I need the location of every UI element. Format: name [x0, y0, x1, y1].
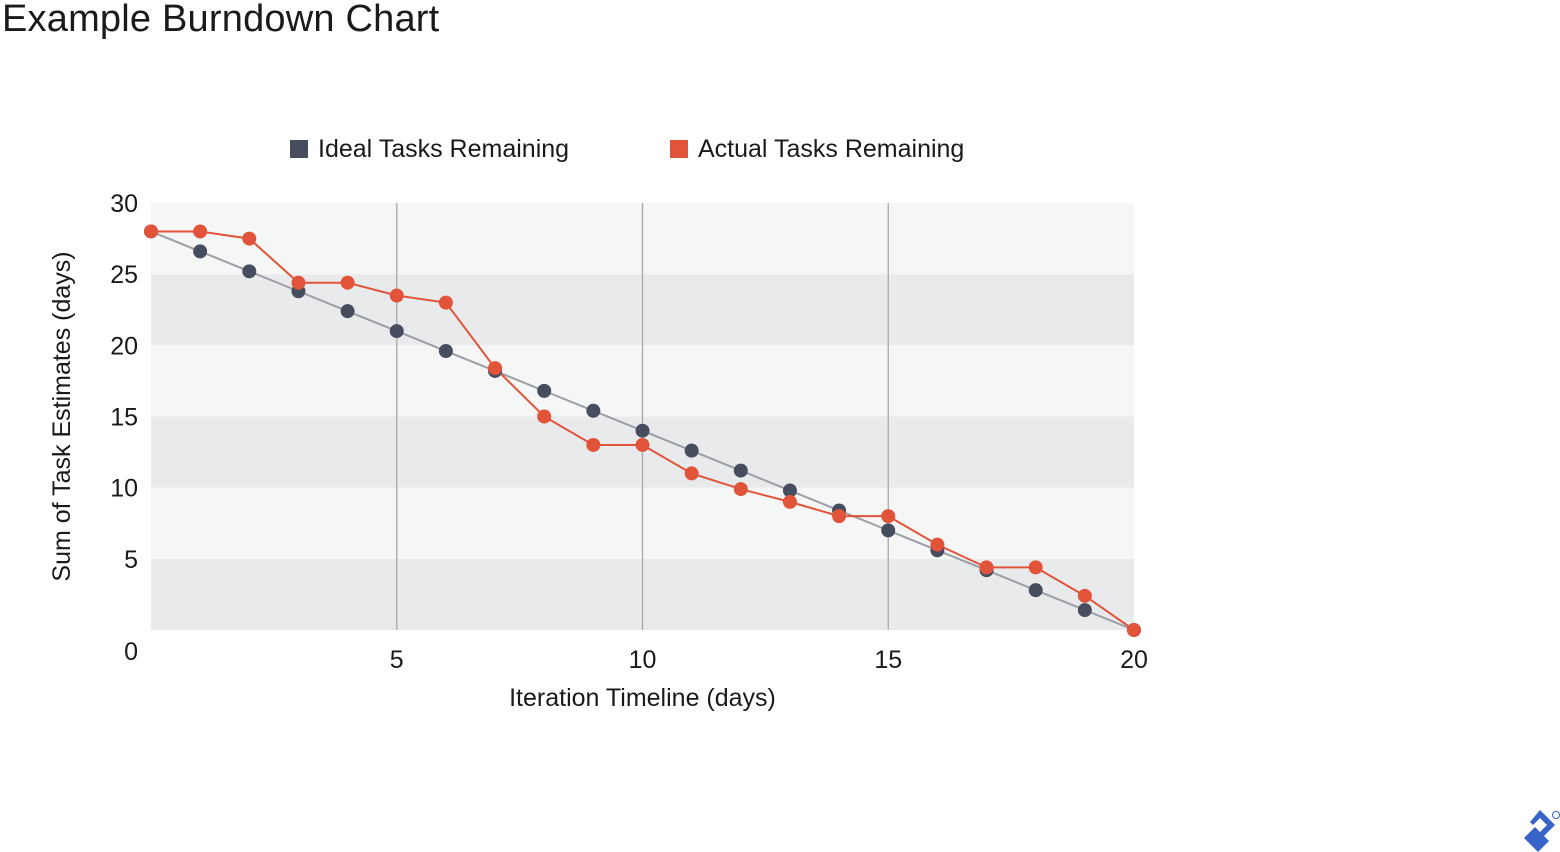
x-axis-label: Iteration Timeline (days) — [509, 684, 776, 712]
series-1-point-2 — [242, 231, 257, 246]
series-0-point-2 — [242, 264, 257, 279]
series-1-point-3 — [291, 275, 306, 290]
legend-label-actual: Actual Tasks Remaining — [698, 135, 964, 163]
y-tick-label-5: 5 — [124, 546, 138, 574]
series-1-point-0 — [144, 224, 158, 239]
y-tick-label-15: 15 — [110, 404, 138, 432]
series-1-point-20 — [1127, 623, 1141, 637]
series-0-point-9 — [586, 403, 601, 418]
series-0-point-4 — [340, 304, 355, 319]
series-1-point-16 — [930, 537, 945, 552]
series-0-point-11 — [684, 443, 699, 458]
series-1-point-9 — [586, 437, 601, 452]
series-0-point-10 — [635, 423, 650, 438]
series-1-point-5 — [389, 288, 404, 303]
y-tick-label-0: 0 — [124, 638, 138, 666]
y-tick-label-25: 25 — [110, 261, 138, 289]
series-0-point-19 — [1077, 603, 1092, 618]
x-tick-label-15: 15 — [874, 646, 902, 674]
series-0-point-5 — [389, 324, 404, 339]
chart-title: Example Burndown Chart — [2, 0, 440, 40]
y-tick-label-20: 20 — [110, 332, 138, 360]
legend-swatch-actual — [670, 140, 688, 158]
series-1-point-19 — [1077, 588, 1092, 603]
series-0-point-12 — [733, 463, 748, 478]
series-1-point-7 — [488, 361, 503, 376]
y-tick-label-10: 10 — [110, 475, 138, 503]
series-points — [144, 224, 1141, 637]
vertical-gridlines — [396, 203, 889, 630]
legend-label-ideal: Ideal Tasks Remaining — [318, 135, 569, 163]
series-1-point-11 — [684, 466, 699, 481]
x-tick-label-20: 20 — [1120, 646, 1148, 674]
legend: Ideal Tasks Remaining Actual Tasks Remai… — [290, 135, 964, 163]
series-1-point-10 — [635, 437, 650, 452]
series-1-point-8 — [537, 409, 552, 424]
x-tick-label-10: 10 — [629, 646, 657, 674]
series-1-point-13 — [782, 494, 797, 509]
series-0-point-15 — [881, 523, 896, 538]
series-0-point-8 — [537, 383, 552, 398]
x-tick-label-5: 5 — [390, 646, 404, 674]
series-0-point-18 — [1028, 583, 1043, 598]
y-axis-label: Sum of Task Estimates (days) — [48, 251, 76, 581]
series-0-point-1 — [193, 244, 208, 259]
series-1-point-12 — [733, 482, 748, 497]
toptal-logo-icon — [1524, 810, 1560, 852]
legend-swatch-ideal — [290, 140, 308, 158]
series-1-point-1 — [193, 224, 208, 239]
series-1-point-4 — [340, 275, 355, 290]
y-axis-ticks: 0 5 10 15 20 25 30 — [110, 190, 138, 666]
series-1-point-18 — [1028, 560, 1043, 575]
series-0-point-13 — [782, 483, 797, 498]
series-1-point-6 — [438, 295, 453, 310]
series-0-point-6 — [438, 344, 453, 359]
x-axis-ticks: 5 10 15 20 — [390, 646, 1148, 674]
series-1-point-14 — [832, 509, 847, 524]
series-1-point-15 — [881, 509, 896, 524]
y-tick-label-30: 30 — [110, 190, 138, 218]
series-1-point-17 — [979, 560, 994, 575]
